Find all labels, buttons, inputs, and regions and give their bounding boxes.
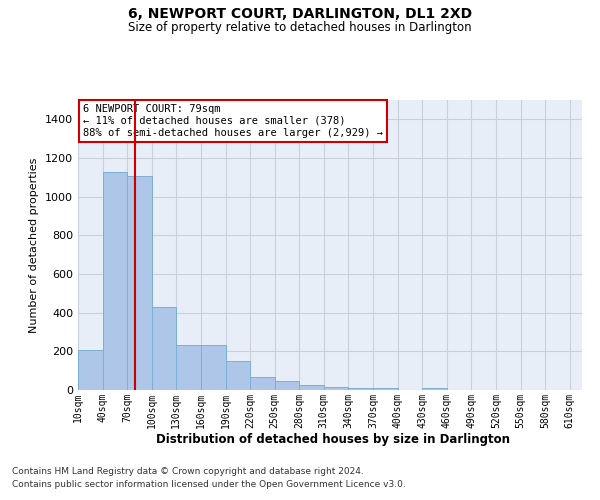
Bar [127,176,152,390]
Bar [78,350,103,390]
Bar [250,378,275,390]
Bar [201,344,226,390]
Text: Contains public sector information licensed under the Open Government Licence v3: Contains public sector information licen… [12,480,406,489]
Bar [275,382,299,390]
Bar [373,388,398,390]
Bar [299,385,324,390]
Bar [176,344,201,390]
Bar [324,387,349,390]
Text: 6, NEWPORT COURT, DARLINGTON, DL1 2XD: 6, NEWPORT COURT, DARLINGTON, DL1 2XD [128,8,472,22]
Text: Distribution of detached houses by size in Darlington: Distribution of detached houses by size … [156,432,510,446]
Bar [349,388,373,390]
Bar [226,362,250,390]
Bar [152,307,176,390]
Bar [103,172,127,390]
Text: Contains HM Land Registry data © Crown copyright and database right 2024.: Contains HM Land Registry data © Crown c… [12,467,364,476]
Bar [422,388,447,390]
Y-axis label: Number of detached properties: Number of detached properties [29,158,40,332]
Text: Size of property relative to detached houses in Darlington: Size of property relative to detached ho… [128,21,472,34]
Text: 6 NEWPORT COURT: 79sqm
← 11% of detached houses are smaller (378)
88% of semi-de: 6 NEWPORT COURT: 79sqm ← 11% of detached… [83,104,383,138]
